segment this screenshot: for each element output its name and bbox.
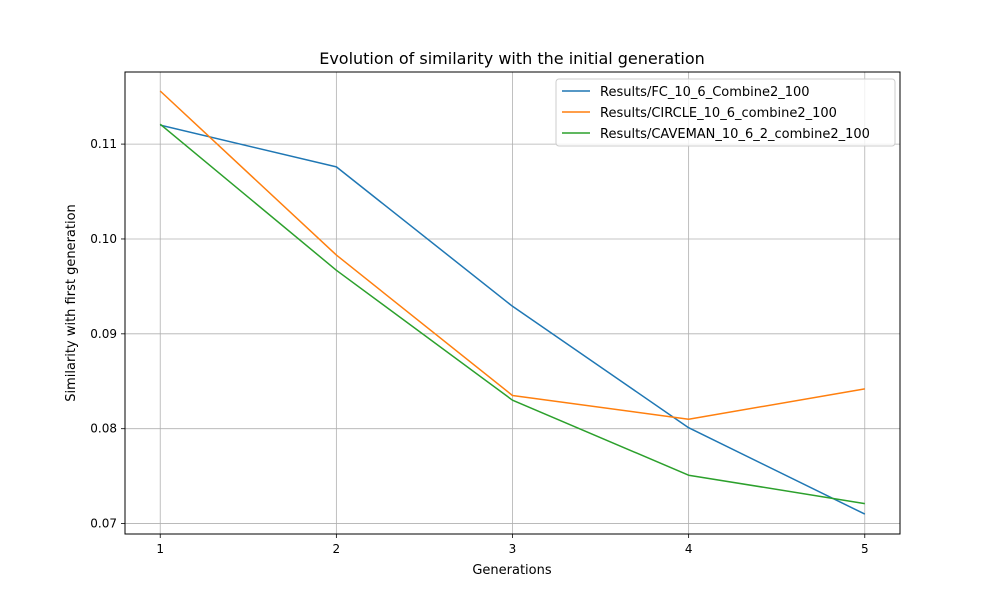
legend-label-3: Results/CAVEMAN_10_6_2_combine2_100 — [600, 127, 870, 142]
x-axis-label: Generations — [472, 563, 552, 578]
y-axis-ticks: 0.07 0.08 0.09 0.10 0.11 — [90, 137, 125, 531]
series-line-1 — [160, 124, 866, 515]
y-tick-label: 0.07 — [90, 517, 117, 531]
x-tick-label: 2 — [333, 542, 341, 556]
x-tick-label: 1 — [156, 542, 164, 556]
y-axis-label: Similarity with first generation — [64, 204, 79, 402]
chart-title: Evolution of similarity with the initial… — [319, 49, 705, 68]
y-tick-label: 0.10 — [90, 232, 117, 246]
y-tick-label: 0.08 — [90, 422, 117, 436]
y-tick-label: 0.11 — [90, 137, 117, 151]
y-tick-label: 0.09 — [90, 327, 117, 341]
x-tick-label: 4 — [685, 542, 693, 556]
legend: Results/FC_10_6_Combine2_100 Results/CIRC… — [555, 78, 896, 147]
legend-label-2: Results/CIRCLE_10_6_combine2_100 — [600, 106, 837, 121]
series-line-3 — [159, 123, 865, 505]
legend-box — [555, 78, 896, 147]
series-lines — [159, 90, 866, 515]
x-tick-label: 3 — [509, 542, 517, 556]
series-line-2 — [159, 90, 865, 420]
x-tick-label: 5 — [861, 542, 869, 556]
legend-label-1: Results/FC_10_6_Combine2_100 — [600, 85, 810, 100]
x-axis-ticks: 1 2 3 4 5 — [156, 534, 869, 556]
